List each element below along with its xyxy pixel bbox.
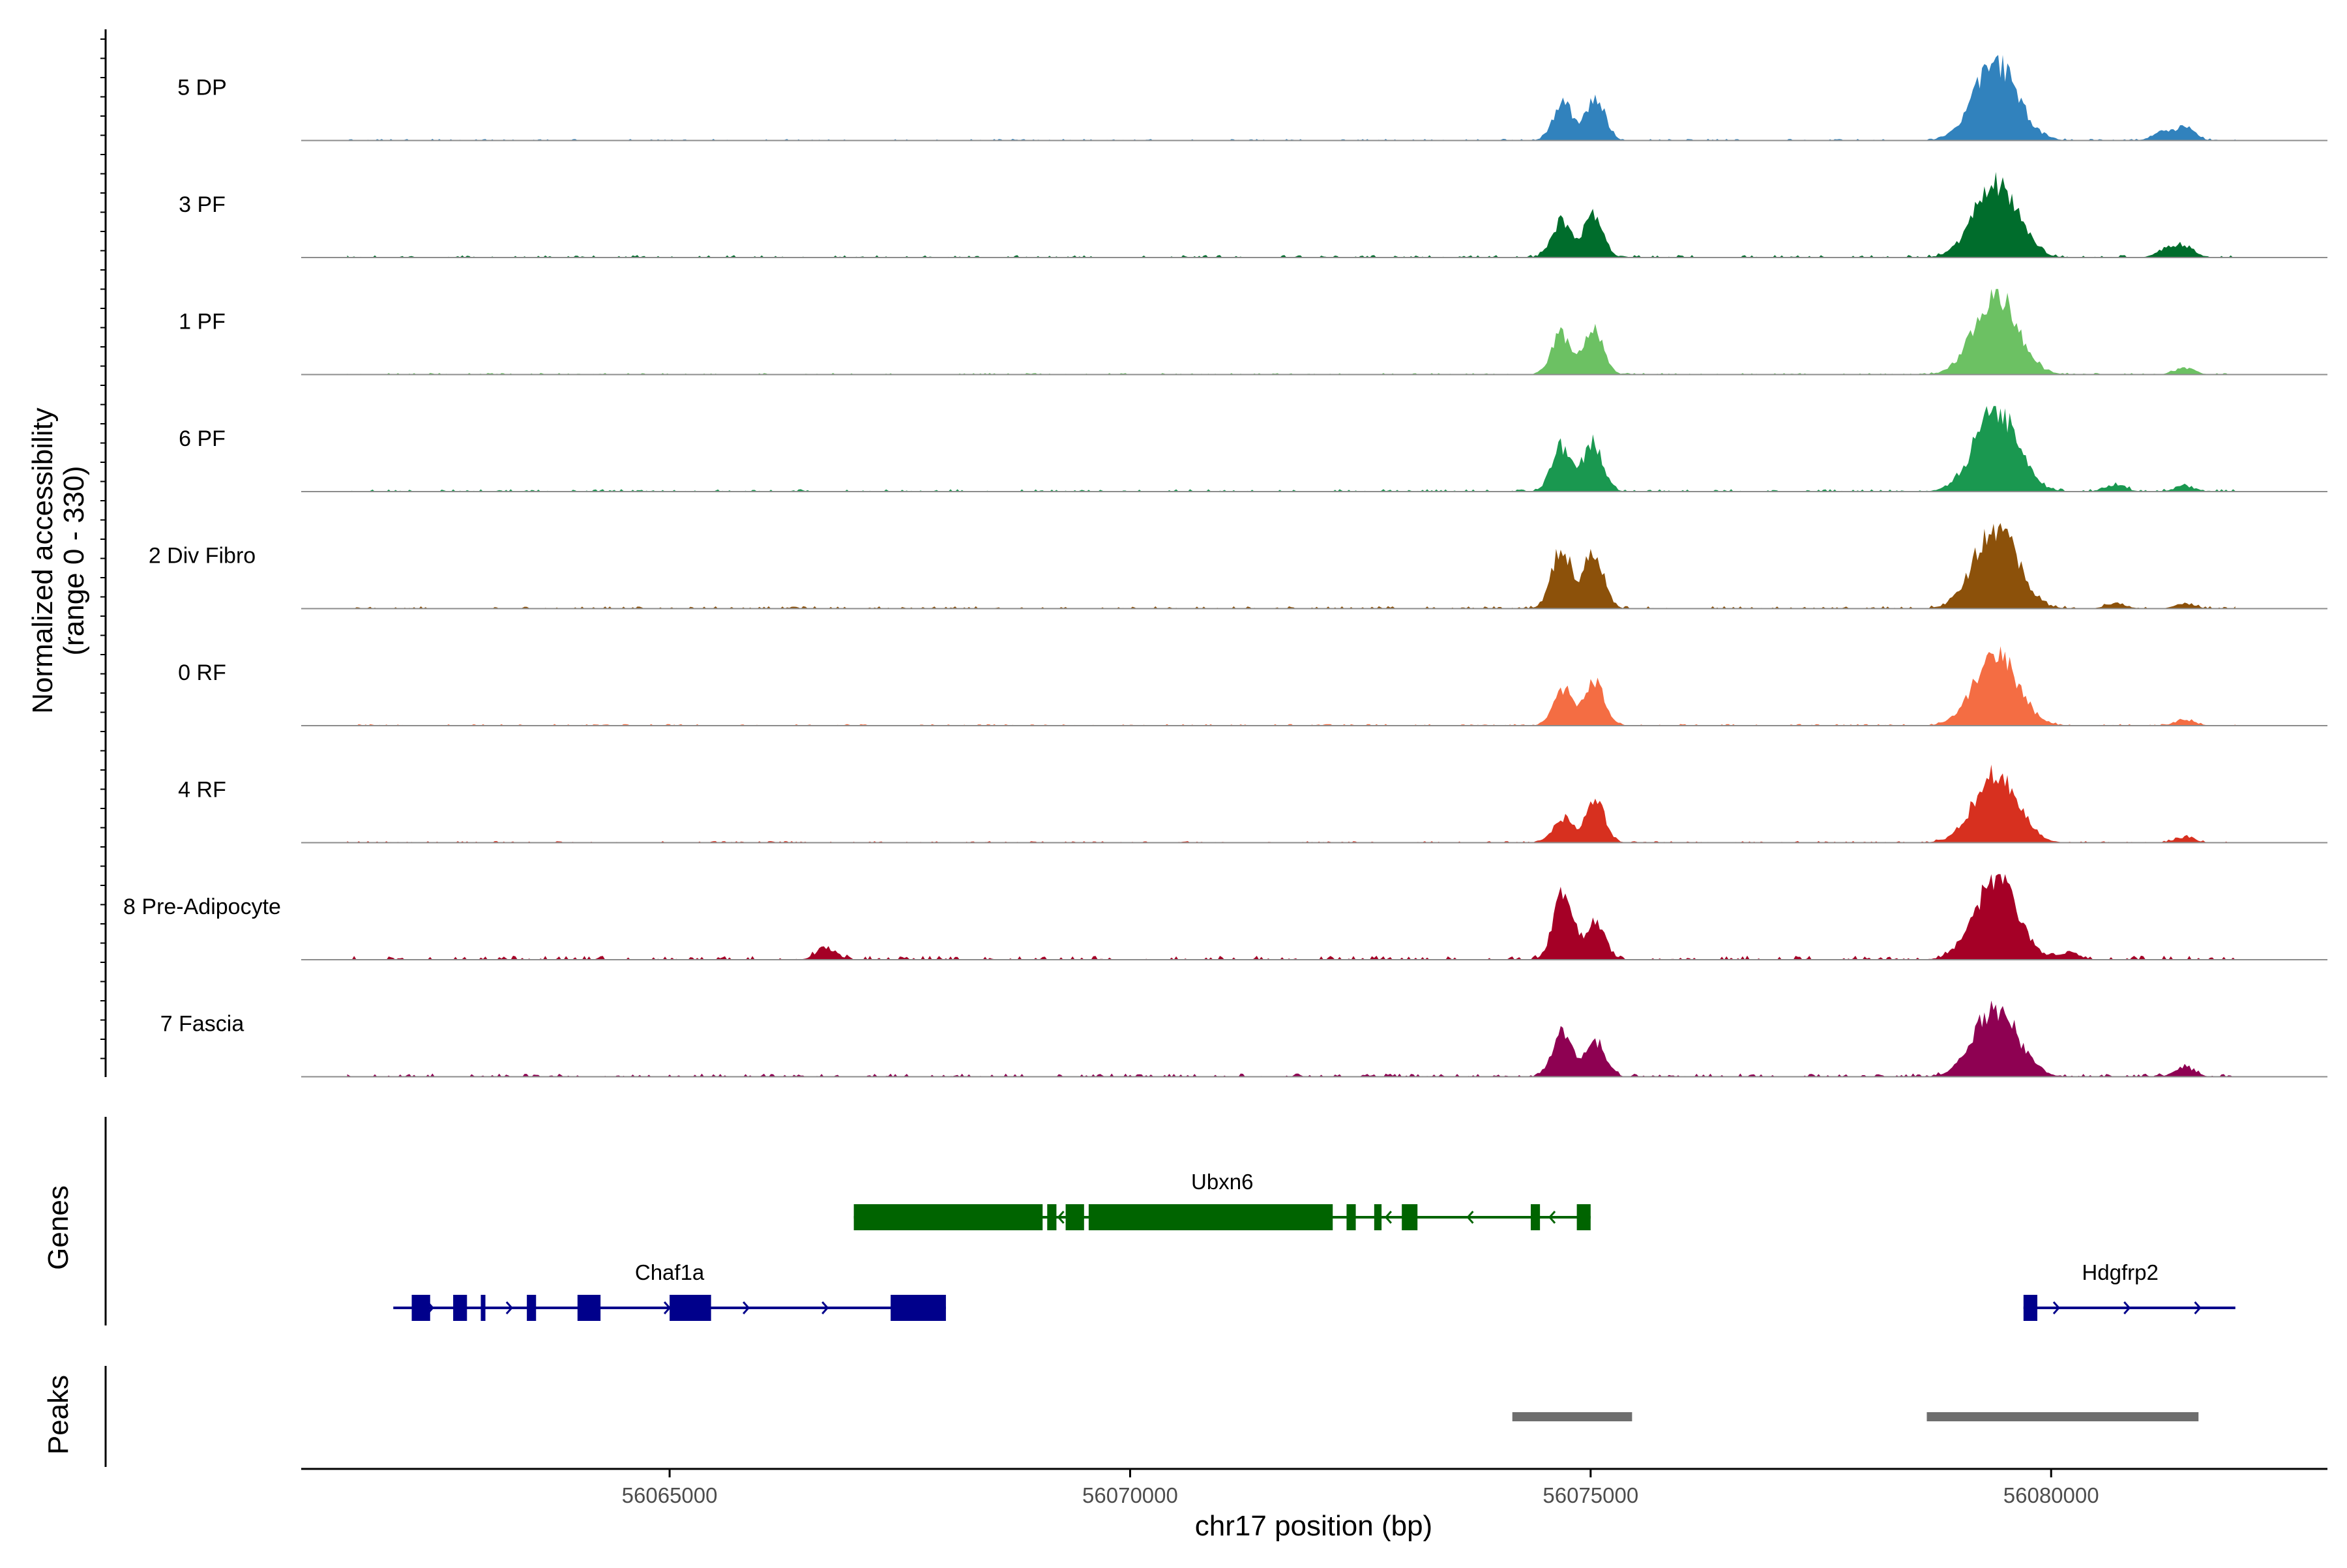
x-tick-label: 56065000 — [622, 1483, 718, 1507]
coverage-area — [347, 523, 2236, 609]
x-axis-label: chr17 position (bp) — [1195, 1510, 1432, 1542]
strand-arrow — [821, 1301, 829, 1314]
coverage-area — [347, 55, 2236, 141]
coverage-area — [347, 1000, 2236, 1077]
gene-name-label: Hdgfrp2 — [2082, 1260, 2158, 1284]
gene-exon — [1402, 1204, 1418, 1230]
strand-arrow — [1548, 1211, 1556, 1224]
x-tick-label: 56080000 — [2003, 1483, 2099, 1507]
strand-arrow — [2123, 1301, 2131, 1314]
strand-arrow — [1057, 1211, 1065, 1224]
peak-region-track — [1512, 1412, 2199, 1421]
genes-track-label: Genes — [42, 1185, 74, 1270]
coverage-area — [347, 289, 2236, 375]
peak-region-bar — [1512, 1412, 1632, 1421]
gene-exon — [1065, 1204, 1084, 1230]
track-label: 4 RF — [178, 778, 226, 803]
x-tick-label: 56070000 — [1082, 1483, 1178, 1507]
track-label: 0 RF — [178, 660, 226, 685]
gene-name-label: Ubxn6 — [1191, 1170, 1253, 1194]
track-label: 5 DP — [177, 76, 227, 100]
peak-region-bar — [1926, 1412, 2199, 1421]
coverage-area — [347, 764, 2236, 843]
track-label: 7 Fascia — [160, 1012, 244, 1037]
coverage-area — [347, 406, 2236, 492]
track-label: 6 PF — [179, 426, 226, 451]
gene-exon — [1530, 1204, 1541, 1230]
strand-arrow — [743, 1301, 750, 1314]
strand-arrow — [505, 1301, 513, 1314]
strand-arrow — [1466, 1211, 1474, 1224]
gene-exon — [1576, 1204, 1591, 1230]
track-label: 2 Div Fibro — [149, 544, 256, 569]
y-axis-label: Normalized accessibility — [27, 407, 59, 713]
track-label: 8 Pre-Adipocyte — [123, 895, 281, 919]
gene-annotation-track: Ubxn6 Chaf1a Hdgfrp2 — [393, 1170, 2236, 1321]
axis-labels: Normalized accessibility (range 0 - 330)… — [27, 407, 1432, 1542]
track-label: 3 PF — [179, 192, 226, 217]
gene-exon — [891, 1295, 946, 1321]
coverage-area — [347, 646, 2236, 726]
y-axis-range-label: (range 0 - 330) — [58, 466, 90, 655]
coverage-area — [347, 874, 2236, 960]
gene-exon — [1374, 1204, 1382, 1230]
gene-exon — [2023, 1295, 2037, 1321]
peaks-track-label: Peaks — [42, 1375, 74, 1455]
gene-exon — [577, 1295, 601, 1321]
strand-arrow — [1384, 1211, 1393, 1224]
x-axis: 56065000 56070000 56075000 56080000 — [100, 29, 2327, 1507]
gene-exon — [1346, 1204, 1356, 1230]
gene-exon — [527, 1295, 537, 1321]
strand-arrow — [663, 1301, 672, 1314]
gene-exon — [480, 1295, 486, 1321]
coverage-area — [347, 171, 2236, 258]
track-label: 1 PF — [179, 310, 226, 334]
gene-exon — [670, 1295, 711, 1321]
coverage-tracks: 5 DP 3 PF 1 PF 6 PF 2 Div Fibro 0 RF 4 RF 8 Pre… — [123, 55, 2327, 1078]
gene-exon — [453, 1295, 467, 1321]
gene-exon — [411, 1295, 430, 1321]
gene-exon — [1088, 1204, 1333, 1230]
gene-exon — [1047, 1204, 1057, 1230]
gene-name-label: Chaf1a — [635, 1260, 705, 1284]
strand-arrow — [2052, 1301, 2060, 1314]
gene-exon — [853, 1204, 1043, 1230]
strand-arrow — [2194, 1301, 2202, 1314]
x-tick-label: 56075000 — [1543, 1483, 1638, 1507]
